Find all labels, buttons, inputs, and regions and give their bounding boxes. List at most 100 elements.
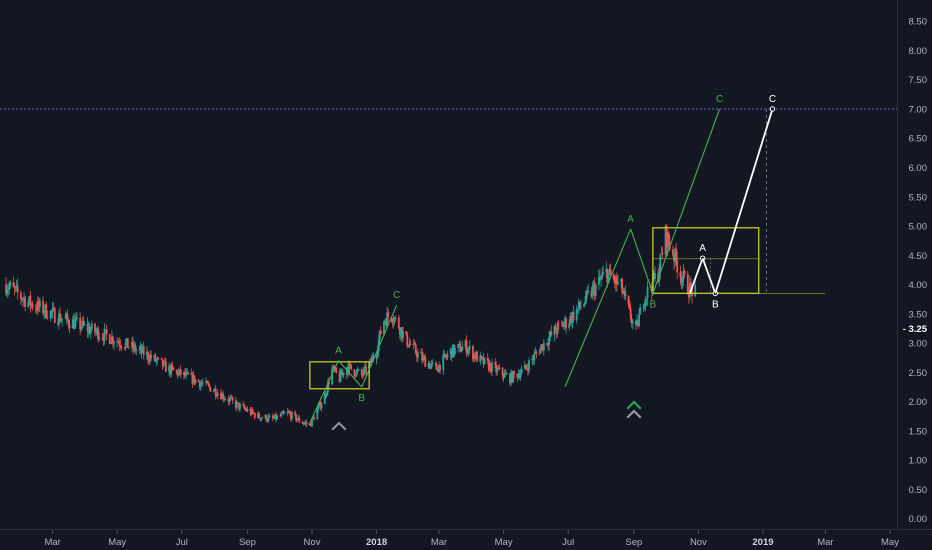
- candle-body: [683, 270, 686, 275]
- candle-body: [266, 420, 269, 422]
- candle-body: [276, 415, 278, 420]
- candle-body: [408, 343, 411, 347]
- candle-body: [468, 346, 471, 349]
- candle-body: [184, 371, 186, 376]
- candle-body: [446, 354, 449, 358]
- candle-body: [194, 379, 197, 384]
- candle-body: [535, 352, 538, 354]
- candle-body: [197, 379, 200, 383]
- candle-body: [694, 284, 697, 297]
- candle-body: [460, 350, 463, 352]
- candle-body: [147, 351, 149, 360]
- candle-body: [523, 364, 526, 369]
- candle-body: [672, 249, 674, 256]
- candle-body: [127, 347, 130, 348]
- price-tick-label: 8.50: [909, 17, 928, 28]
- time-tick-label: May: [495, 537, 513, 548]
- chevron-up-icon: [626, 400, 642, 410]
- wave-leg-a[interactable]: [308, 360, 339, 426]
- candle-body: [383, 321, 385, 335]
- candle-body: [682, 270, 685, 279]
- candle-body: [157, 357, 160, 359]
- candle-body: [424, 356, 427, 367]
- candle-body: [103, 329, 106, 341]
- wave-leg-c[interactable]: [652, 108, 721, 294]
- candle-body: [454, 347, 456, 355]
- candle-body: [630, 319, 633, 324]
- candle-body: [377, 339, 380, 352]
- wave-leg-c[interactable]: [714, 108, 774, 294]
- candle-body: [362, 368, 365, 376]
- candle-body: [416, 352, 419, 358]
- candle-body: [659, 254, 662, 273]
- candle-body: [39, 300, 41, 308]
- wave-label: C: [716, 94, 723, 105]
- wave-leg-a[interactable]: [564, 228, 632, 388]
- candle-body: [612, 275, 615, 280]
- candle-body: [238, 402, 240, 409]
- candle-body: [491, 362, 493, 372]
- candle-body: [357, 369, 360, 371]
- candle-body: [409, 343, 412, 345]
- candle-body: [316, 409, 319, 420]
- candle-body: [398, 328, 401, 335]
- candle-body: [113, 342, 115, 344]
- candle-body: [59, 313, 61, 322]
- candle-body: [170, 365, 173, 375]
- candle-body: [216, 393, 219, 396]
- candle-body: [319, 402, 322, 409]
- wave-leg-b[interactable]: [701, 257, 717, 294]
- time-axis[interactable]: Mar May Jul Sep Nov 2018 Mar May Jul Sep Nov 2019 Ma…: [44, 530, 899, 548]
- wave-leg-b[interactable]: [338, 360, 363, 388]
- chevron-up-icon: [626, 409, 642, 419]
- candle-body: [34, 307, 37, 309]
- candle-body: [163, 361, 166, 363]
- candle-body: [375, 355, 378, 360]
- candle-body: [133, 344, 136, 349]
- candle-body: [261, 417, 264, 419]
- range-box[interactable]: [652, 227, 760, 294]
- wave-leg-b[interactable]: [630, 228, 654, 294]
- candle-body: [104, 329, 107, 330]
- candle-body: [605, 269, 608, 273]
- candle-body: [600, 278, 602, 280]
- candle-body: [332, 366, 335, 369]
- candle-body: [430, 362, 433, 365]
- candle-body: [82, 320, 85, 325]
- candle-body: [251, 409, 254, 413]
- candle-body: [90, 323, 93, 330]
- candle-body: [622, 292, 625, 294]
- candle-body: [466, 351, 469, 354]
- candle-body: [223, 398, 226, 400]
- candle-body: [586, 291, 589, 292]
- candle-body: [116, 341, 119, 343]
- candle-body: [227, 398, 230, 402]
- candle-body: [117, 341, 120, 343]
- candle-body: [457, 344, 459, 348]
- candle-body: [304, 422, 307, 424]
- candle-body: [141, 346, 144, 353]
- price-tick-label: 7.00: [909, 104, 928, 115]
- wave-leg-a[interactable]: [689, 257, 704, 294]
- candle-body: [479, 355, 482, 362]
- candle-body: [202, 382, 204, 384]
- candle-body: [295, 414, 298, 421]
- wave-leg-c[interactable]: [361, 304, 398, 388]
- candle-body: [245, 409, 248, 412]
- candle-body: [132, 341, 134, 349]
- candle-body: [563, 323, 565, 327]
- candle-body: [528, 360, 530, 371]
- candle-body: [289, 413, 292, 420]
- candle-body: [379, 330, 382, 335]
- candle-body: [527, 368, 529, 371]
- candle-body: [49, 311, 52, 319]
- candle-body: [111, 336, 113, 344]
- candle-body: [387, 312, 390, 318]
- wave-annotations-layer[interactable]: A B C A B C A B C: [308, 94, 826, 426]
- candle-body: [87, 326, 90, 332]
- candle-body: [207, 383, 210, 385]
- price-tick-label: 0.50: [909, 485, 928, 496]
- price-axis[interactable]: 0.00 0.50 1.00 1.50 2.00 2.50 3.00 3.50 4.00 4.50…: [898, 17, 932, 526]
- candle-body: [361, 374, 364, 376]
